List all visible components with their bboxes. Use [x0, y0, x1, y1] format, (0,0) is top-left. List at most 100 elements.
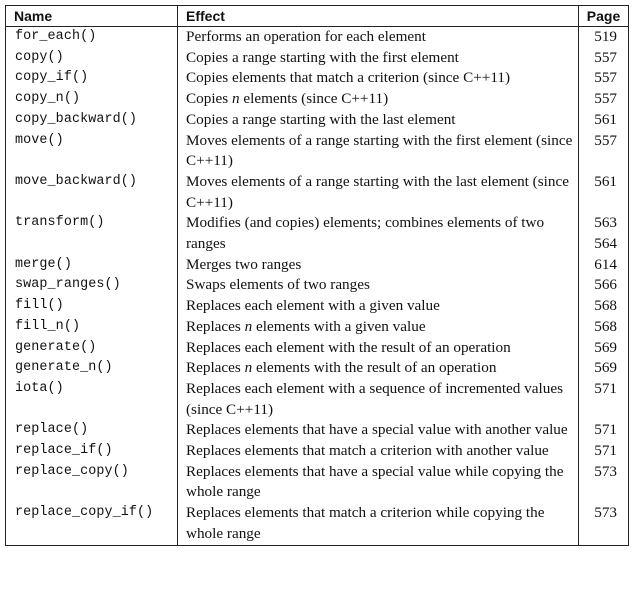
algorithm-effect: Moves elements of a range starting with …	[177, 130, 579, 172]
algorithm-name: copy_if()	[15, 70, 89, 86]
effect-text-part: elements with a given value	[252, 317, 426, 335]
algorithm-effect: Replaces elements that have a special va…	[177, 461, 579, 504]
page-number-cell: 573	[578, 461, 629, 504]
effect-text-part: Replaces	[186, 317, 245, 335]
page-number: 561	[594, 172, 617, 190]
algorithm-effect: Copies n elements (since C++11)	[177, 89, 579, 110]
effect-text-part: Copies	[186, 90, 232, 108]
algorithm-effect: Replaces elements that have a special va…	[177, 420, 579, 442]
page-number-cell: 569	[578, 358, 629, 379]
algorithm-effect: Modifies (and copies) elements; combines…	[177, 213, 579, 255]
page-number: 561	[594, 110, 617, 128]
table-row: move() Moves elements of a range starting…	[6, 130, 629, 172]
page-number-cell: 563 564	[578, 213, 629, 255]
header-name: Name	[5, 5, 178, 27]
page-number-cell: 557	[578, 89, 629, 110]
table-row: move_backward() Moves elements of a range…	[6, 171, 629, 214]
page-number-cell: 519	[578, 26, 629, 48]
algorithm-effect: Replaces elements that match a criterion…	[177, 503, 579, 546]
algorithm-name: replace_copy_if()	[15, 505, 154, 521]
algorithm-name: replace_if()	[15, 443, 113, 459]
header-page: Page	[578, 5, 629, 27]
algorithm-effect: Replaces n elements with a given value	[177, 316, 579, 338]
table-row: generate() Replaces each element with the…	[6, 337, 629, 359]
page-number: 563	[594, 214, 617, 232]
page-number: 557	[594, 90, 617, 108]
effect-italic-term: n	[244, 317, 253, 335]
header-effect: Effect	[177, 5, 579, 27]
table-row: replace() Replaces elements that have a s…	[6, 420, 629, 442]
effect-text-part: elements with the result of an operation	[252, 359, 497, 377]
effect-text-part: elements (since C++11)	[239, 90, 389, 108]
algorithm-effect: Replaces each element with a given value	[177, 296, 579, 317]
algorithm-name: merge()	[15, 256, 72, 272]
algorithm-effect: Replaces elements that match a criterion…	[177, 441, 579, 462]
page-number: 568	[594, 317, 617, 335]
table-row: replace_if() Replaces elements that match…	[6, 441, 629, 462]
page-number-cell: 571	[578, 420, 629, 442]
header-row: Name Effect Page	[5, 5, 629, 27]
page-number: 557	[594, 131, 617, 149]
algorithm-table: Name Effect Page for_each() Performs an o…	[5, 5, 629, 546]
algorithm-effect: Copies a range starting with the first e…	[177, 47, 579, 69]
table-row: replace_copy_if() Replaces elements that …	[6, 503, 629, 546]
algorithm-name: replace_copy()	[15, 463, 129, 479]
page-number-cell: 557	[578, 130, 629, 172]
page-number-cell: 614	[578, 254, 629, 276]
page-number: 566	[594, 276, 617, 294]
page-number-cell: 566	[578, 275, 629, 297]
algorithm-effect: Copies elements that match a criterion (…	[177, 68, 579, 90]
page-number-cell: 571	[578, 441, 629, 462]
page-number-cell: 568	[578, 316, 629, 338]
algorithm-name: swap_ranges()	[15, 277, 121, 293]
effect-italic-term: n	[232, 90, 240, 108]
algorithm-name: for_each()	[15, 29, 97, 44]
algorithm-name: copy_n()	[15, 91, 81, 107]
page-number-cell: 561	[578, 109, 629, 131]
page-number: 557	[594, 48, 617, 66]
page-number-cell: 561	[578, 171, 629, 214]
table-row: for_each() Performs an operation for each…	[6, 26, 629, 48]
page-number: 573	[594, 462, 617, 480]
table-body: for_each() Performs an operation for each…	[6, 26, 629, 546]
algorithm-name: transform()	[15, 215, 105, 231]
page-number-cell: 573	[578, 503, 629, 546]
page-number: 614	[594, 255, 617, 273]
page-number: 519	[594, 28, 617, 45]
effect-italic-term: n	[244, 359, 253, 377]
table-row: merge() Merges two ranges 614	[6, 254, 629, 276]
table-row: copy_backward() Copies a range starting w…	[6, 109, 629, 131]
algorithm-name: move_backward()	[15, 173, 138, 189]
page-number-cell: 557	[578, 47, 629, 69]
page-number: 569	[594, 359, 617, 377]
algorithm-name: fill_n()	[15, 318, 81, 334]
page-number: 569	[594, 338, 617, 356]
table-row: copy_if() Copies elements that match a cr…	[6, 68, 629, 90]
table-row: replace_copy() Replaces elements that hav…	[6, 461, 629, 504]
algorithm-effect: Replaces each element with a sequence of…	[177, 378, 579, 421]
algorithm-name: generate()	[15, 339, 97, 355]
page-number: 568	[594, 297, 617, 315]
table-header: Name Effect Page	[5, 5, 629, 27]
algorithm-name: copy()	[15, 49, 64, 65]
effect-text-part: Replaces	[186, 359, 245, 377]
page-number-cell: 569	[578, 337, 629, 359]
page-number-cell: 568	[578, 296, 629, 317]
page-number: 573	[594, 504, 617, 522]
table-row: transform() Modifies (and copies) element…	[6, 213, 629, 255]
algorithm-effect: Moves elements of a range starting with …	[177, 171, 579, 214]
page-number: 571	[594, 421, 617, 439]
page-number-cell: 557	[578, 68, 629, 90]
page-number: 571	[594, 379, 617, 397]
algorithm-name: generate_n()	[15, 360, 113, 376]
algorithm-effect: Performs an operation for each element	[177, 26, 579, 48]
page-number: 564	[594, 235, 617, 253]
algorithm-name: replace()	[15, 422, 89, 438]
table-row: generate_n() Replaces n elements with the…	[6, 358, 629, 379]
table-row: swap_ranges() Swaps elements of two range…	[6, 275, 629, 297]
algorithm-effect: Replaces n elements with the result of a…	[177, 358, 579, 379]
page-number: 571	[594, 442, 617, 460]
table-row: copy() Copies a range starting with the f…	[6, 47, 629, 69]
algorithm-effect: Copies a range starting with the last el…	[177, 109, 579, 131]
page-number-cell: 571	[578, 378, 629, 421]
